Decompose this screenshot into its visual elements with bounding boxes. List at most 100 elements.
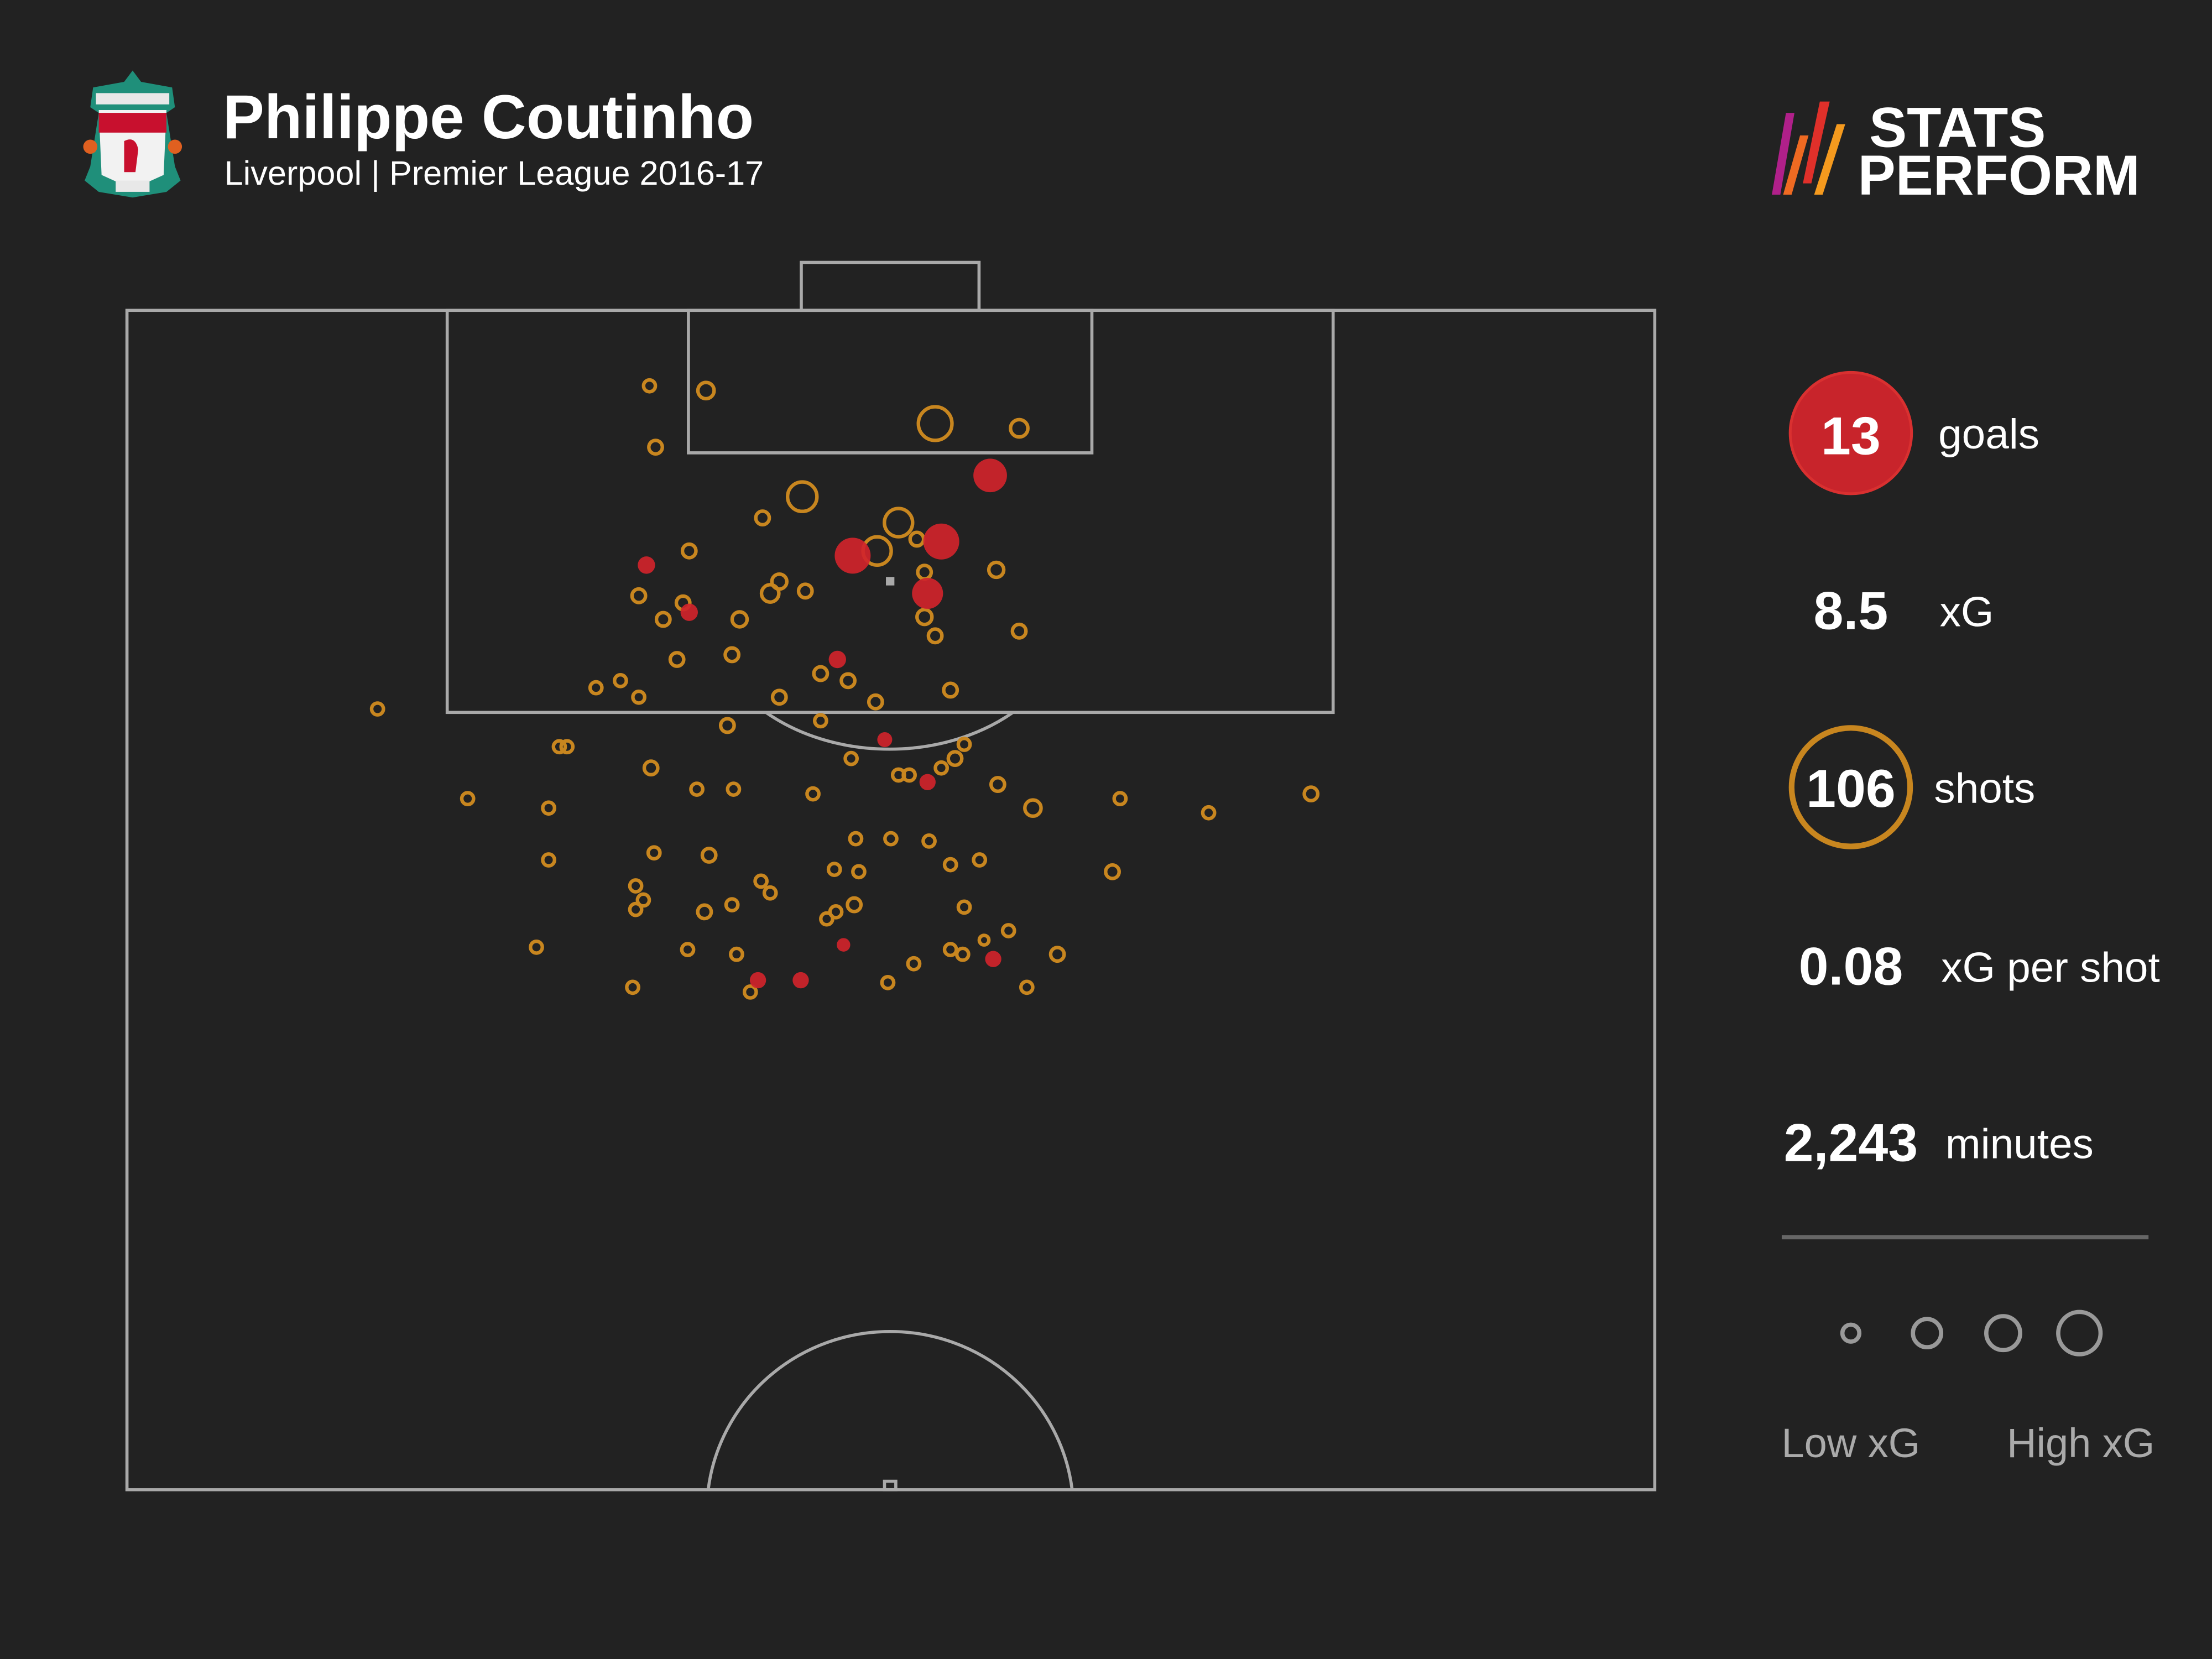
legend-size-circle [1984,1314,2022,1353]
shot-marker [762,885,778,901]
shot-marker [933,760,950,776]
brand-perform: PERFORM [1858,144,2140,207]
shot-marker [635,892,651,908]
shot-marker [812,665,830,682]
shot-marker [843,750,859,766]
shot-marker [541,800,556,816]
shot-marker [729,946,744,962]
xg-per-shot-value: 0.08 [1799,936,1903,997]
shot-marker [668,651,686,668]
shot-marker [631,689,646,705]
shot-marker [724,897,740,912]
shot-marker [718,717,736,734]
goal [800,260,981,312]
shot-marker [646,845,662,861]
legend-size-circle [1911,1317,1944,1350]
goal-marker [877,732,893,748]
minutes-label: minutes [1945,1120,2094,1167]
shot-marker [759,583,781,604]
shot-marker [956,899,972,915]
shot-marker [689,781,705,797]
goal-marker [828,650,846,669]
shot-marker [901,767,917,783]
shot-marker [723,646,741,664]
shot-marker [641,378,658,394]
shot-marker [826,862,842,877]
xg-per-shot-label: xG per shot [1941,945,2160,992]
penalty-spot [886,577,895,586]
shot-marker [851,864,867,880]
shot-marker [696,380,716,401]
shot-marker [839,672,857,690]
shot-marker [916,405,954,442]
shots-layer [369,378,1320,1000]
goal-marker [638,556,655,574]
shot-marker [880,974,896,990]
legend-size-circle [2056,1310,2103,1357]
shot-marker [946,750,964,768]
shot-marker [987,560,1006,580]
goal-marker [919,774,936,790]
goal-marker [834,538,871,574]
goals-badge [1788,371,1913,495]
shot-marker [846,896,863,914]
shot-marker [977,933,991,947]
goal-marker [680,603,698,621]
pitch [125,260,1657,1491]
shot-marker [647,439,664,456]
shot-marker [942,857,958,873]
shot-marker [906,956,922,972]
shot-marker [883,831,899,847]
shot-marker [628,901,644,917]
shot-marker [1023,798,1043,818]
legend-low-label: Low xG [1782,1420,1921,1466]
center-circle [706,1329,1074,1490]
shot-marker [628,878,644,894]
shot-marker [1201,805,1217,821]
shot-marker [1010,622,1028,640]
shot-marker [529,939,544,955]
brand-stats: STATS [1869,96,2046,159]
shot-marker [848,831,864,847]
player-name: Philippe Coutinho [223,82,754,152]
shot-marker [700,847,718,864]
shot-marker [559,739,575,755]
shot-marker [770,688,788,706]
shot-marker [1048,946,1066,963]
shot-marker [942,942,958,957]
shot-marker [828,904,844,920]
subtitle: Liverpool | Premier League 2016-17 [225,154,764,192]
shots-badge [1788,725,1913,849]
shot-marker [1000,923,1016,938]
shot-marker [942,681,959,699]
shot-marker [696,903,713,921]
goal-marker [923,523,959,560]
shot-marker [588,680,604,696]
xg-label: xG [1940,589,1994,636]
shot-marker [1112,791,1128,807]
goal-marker [792,972,809,989]
legend-size-circle [1840,1322,1862,1344]
legend-high-label: High xG [2007,1420,2154,1466]
xg-value: 8.5 [1814,581,1888,641]
shot-marker [867,693,884,711]
penalty-arc [765,711,1014,751]
six-yard-box [687,309,1094,455]
shot-marker [1302,785,1320,803]
shot-marker [680,942,696,957]
liverpool-crest-logo [83,70,182,198]
shot-marker [625,979,640,995]
shot-marker [805,786,821,802]
shot-marker [785,480,819,513]
shot-marker [819,911,834,927]
shot-marker [730,610,749,629]
shot-marker [915,608,934,627]
shot-marker [369,701,385,717]
shot-marker [908,530,926,548]
shot-marker [796,582,814,600]
goal-marker [985,951,1001,967]
minutes-value: 2,243 [1784,1112,1918,1172]
shot-marker [1009,418,1030,439]
shot-marker [753,873,769,889]
shots-label: shots [1934,765,2035,812]
